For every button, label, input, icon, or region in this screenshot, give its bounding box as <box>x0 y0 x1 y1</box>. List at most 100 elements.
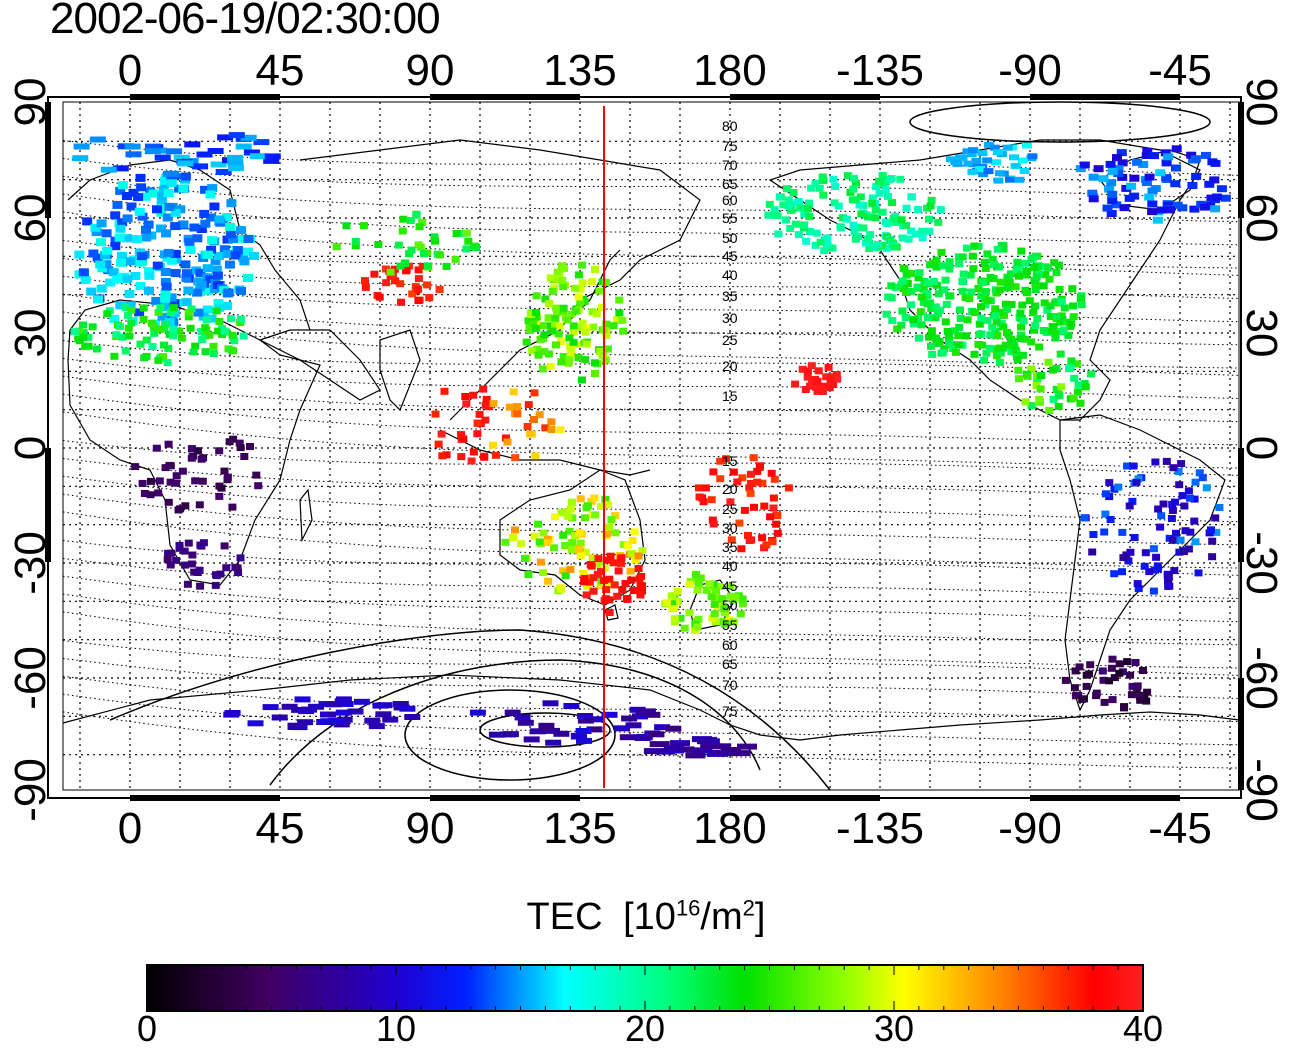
tec-point <box>112 200 123 209</box>
tec-point <box>1087 370 1096 378</box>
tec-point <box>559 304 568 312</box>
magnetic-contours <box>62 140 1240 769</box>
tec-point <box>1216 185 1227 193</box>
tec-point <box>897 321 906 329</box>
tec-point <box>991 159 1001 166</box>
tec-point <box>774 230 783 238</box>
tec-point <box>124 289 135 298</box>
tec-point <box>183 286 194 295</box>
tec-point <box>945 339 953 347</box>
tec-point <box>857 210 866 218</box>
tec-point <box>729 468 738 476</box>
tec-point <box>955 260 964 268</box>
tec-point <box>320 711 336 718</box>
tec-point <box>1124 557 1133 565</box>
tec-point <box>189 223 200 232</box>
colorbar-ticks: 0 10 20 30 40 <box>0 1008 1292 1058</box>
tec-point <box>726 583 735 591</box>
tec-point <box>155 477 164 485</box>
tec-point <box>956 314 965 322</box>
tec-point <box>1021 398 1030 406</box>
tec-point <box>169 325 178 333</box>
tec-point <box>134 207 145 216</box>
tec-point <box>115 301 126 310</box>
tec-point <box>160 289 171 298</box>
tec-point <box>1125 502 1134 510</box>
tec-point <box>561 542 570 549</box>
contour-label: 45 <box>722 578 738 594</box>
contour-label: 20 <box>722 481 738 497</box>
tec-point <box>578 319 587 327</box>
tec-point <box>1171 145 1182 153</box>
tec-point <box>746 470 755 478</box>
tec-point <box>100 251 111 259</box>
tec-point <box>986 331 995 339</box>
tec-point <box>462 229 471 237</box>
tec-point <box>434 440 443 448</box>
tec-point <box>1106 210 1117 217</box>
tec-point <box>762 541 771 549</box>
tec-point <box>591 359 599 367</box>
tec-point <box>375 293 384 301</box>
lon-tick-bottom: 180 <box>693 804 766 853</box>
tec-point <box>603 530 612 538</box>
tec-point <box>712 750 733 756</box>
tec-point <box>243 149 260 156</box>
tec-point <box>105 278 116 287</box>
tec-point <box>215 492 224 500</box>
tec-point <box>419 250 428 258</box>
tec-point <box>914 315 923 322</box>
tec-point <box>975 330 984 338</box>
tec-point <box>1149 587 1158 595</box>
tec-point <box>1110 570 1119 578</box>
tec-point <box>941 276 950 284</box>
tec-point <box>253 139 270 146</box>
tec-point <box>958 287 967 295</box>
tec-point <box>615 296 624 304</box>
tec-point <box>958 253 967 261</box>
tec-point <box>758 479 767 487</box>
tec-point <box>578 376 586 384</box>
tec-point <box>628 537 637 545</box>
tec-point <box>696 574 705 582</box>
tec-point <box>1113 165 1124 173</box>
tec-point <box>127 306 136 314</box>
tec-point <box>958 277 967 285</box>
tec-point <box>569 322 578 330</box>
tec-point <box>871 214 880 222</box>
lat-tick-left: -30 <box>6 531 55 595</box>
tec-point <box>592 310 601 318</box>
tec-point <box>335 709 352 716</box>
tec-point <box>93 295 103 304</box>
tec-point <box>563 703 580 709</box>
tec-point <box>1057 298 1066 306</box>
tec-point <box>210 256 221 265</box>
tec-point <box>755 463 764 471</box>
tec-point <box>649 741 670 748</box>
tec-point <box>834 202 843 210</box>
tec-point <box>760 502 769 510</box>
tec-point <box>172 479 181 487</box>
tec-point <box>542 700 559 707</box>
tec-point <box>1085 670 1094 678</box>
tec-point <box>435 286 444 293</box>
tec-point <box>822 373 831 381</box>
tec-point <box>1132 478 1141 486</box>
tec-point <box>882 310 891 318</box>
lat-tick-left: 90 <box>6 78 55 127</box>
tec-point <box>138 479 147 487</box>
tec-point <box>1181 527 1190 535</box>
tec-point <box>1142 697 1151 705</box>
tec-point <box>1123 462 1132 470</box>
tec-point <box>281 703 298 710</box>
lon-tick-top: -135 <box>836 46 924 95</box>
tec-point <box>206 213 217 222</box>
tec-point <box>685 609 694 617</box>
tec-point <box>922 289 931 297</box>
tec-point <box>212 307 221 315</box>
tec-point <box>981 301 990 309</box>
tec-point <box>90 223 101 232</box>
arabia-coast <box>258 329 381 401</box>
tec-point <box>1020 335 1029 343</box>
tec-point <box>668 605 677 613</box>
